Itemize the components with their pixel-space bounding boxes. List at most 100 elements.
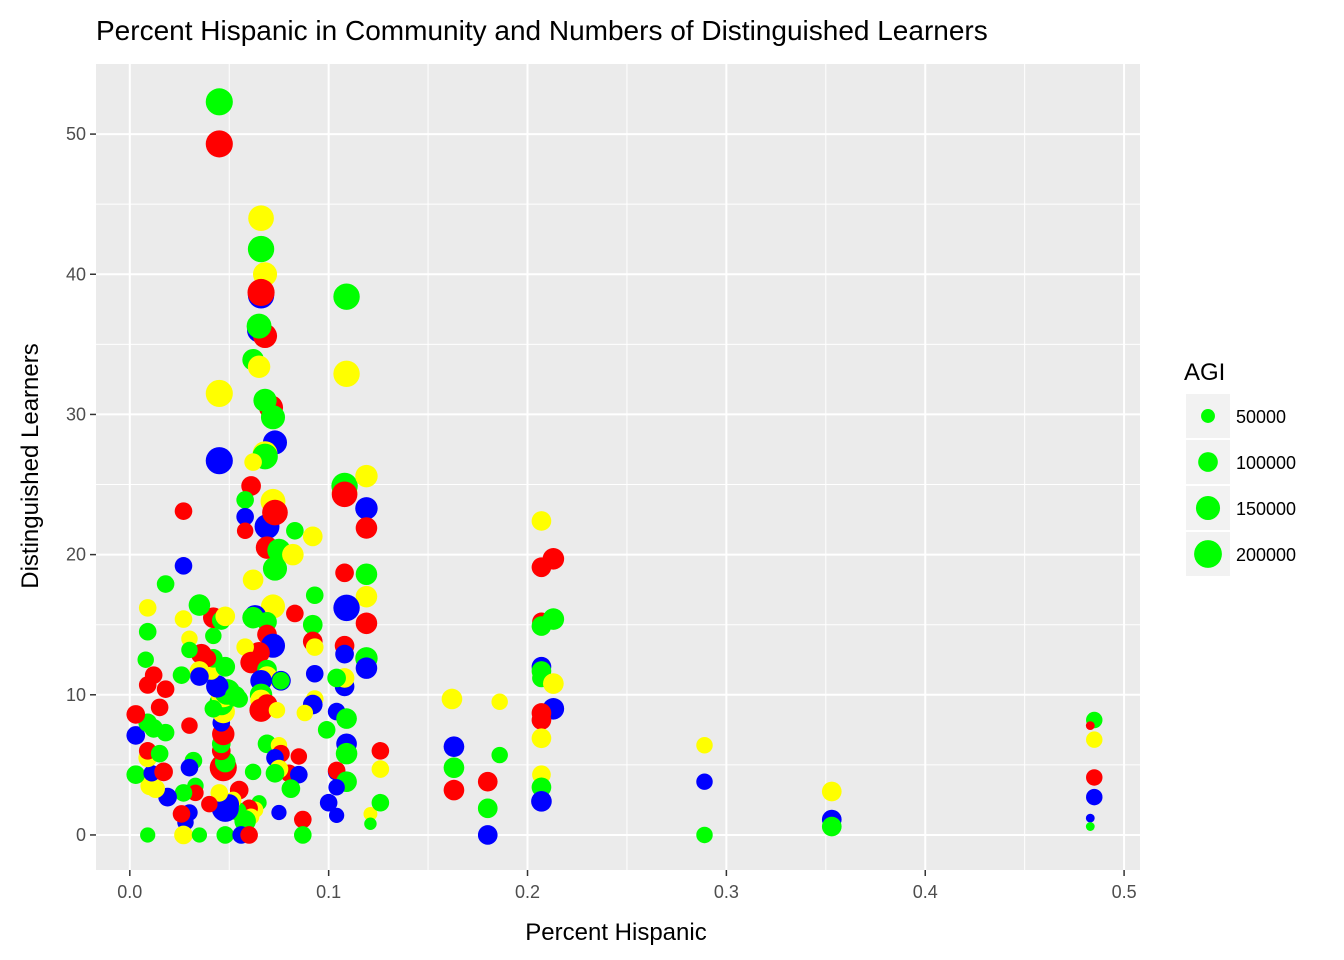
data-point xyxy=(260,405,286,430)
data-point xyxy=(305,664,324,683)
data-point xyxy=(531,777,552,798)
legend-label: 150000 xyxy=(1236,499,1296,519)
legend-title: AGI xyxy=(1184,359,1225,386)
data-point xyxy=(696,737,713,754)
data-point xyxy=(268,701,286,719)
y-tick-label: 10 xyxy=(66,685,86,705)
legend-key-swatch xyxy=(1194,540,1222,568)
data-point xyxy=(355,563,378,586)
y-tick-label: 50 xyxy=(66,124,86,144)
data-point xyxy=(1085,813,1095,823)
data-point xyxy=(244,453,262,471)
data-point xyxy=(286,521,304,540)
data-point xyxy=(696,773,713,790)
data-point xyxy=(363,806,378,821)
data-point xyxy=(1085,822,1095,831)
data-point xyxy=(333,283,360,310)
data-point xyxy=(491,693,508,711)
data-point xyxy=(156,575,175,593)
data-point xyxy=(150,698,169,717)
legend-key-swatch xyxy=(1201,409,1215,423)
data-point xyxy=(302,526,323,547)
data-point xyxy=(331,481,358,508)
x-tick-label: 0.3 xyxy=(714,882,739,902)
data-point xyxy=(240,651,262,674)
data-point xyxy=(172,805,191,823)
data-point xyxy=(305,638,324,656)
data-point xyxy=(328,807,345,823)
data-point xyxy=(1085,721,1095,731)
data-point xyxy=(262,556,288,581)
data-point xyxy=(188,594,211,616)
legend: AGI 50000 100000 150000 200000 xyxy=(1184,359,1296,576)
data-point xyxy=(205,627,222,645)
data-point xyxy=(302,614,323,635)
data-point xyxy=(240,826,258,844)
data-point xyxy=(174,557,193,575)
data-point xyxy=(355,517,378,539)
data-point xyxy=(204,700,223,718)
data-point xyxy=(156,723,175,742)
data-point xyxy=(201,795,218,813)
data-point xyxy=(531,511,552,531)
data-point xyxy=(216,826,235,844)
data-point xyxy=(206,675,229,698)
data-point xyxy=(244,763,262,781)
data-point xyxy=(477,771,498,792)
data-point xyxy=(294,810,312,829)
data-point xyxy=(281,779,301,799)
data-point xyxy=(296,704,314,722)
x-axis: 0.0 0.1 0.2 0.3 0.4 0.5 xyxy=(117,870,1137,902)
data-point xyxy=(181,717,198,734)
data-point xyxy=(156,680,175,698)
data-point xyxy=(205,379,233,407)
data-point xyxy=(174,784,193,802)
data-point xyxy=(327,668,346,688)
data-point xyxy=(335,563,354,583)
data-point xyxy=(336,708,357,729)
data-point xyxy=(126,726,146,745)
data-point xyxy=(174,610,193,628)
data-point xyxy=(335,742,358,765)
x-tick-label: 0.0 xyxy=(117,882,142,902)
data-point xyxy=(696,826,713,844)
data-point xyxy=(174,502,193,520)
data-point xyxy=(286,604,304,623)
x-tick-label: 0.5 xyxy=(1112,882,1137,902)
data-point xyxy=(154,762,173,782)
data-point xyxy=(215,606,236,627)
data-point xyxy=(821,816,842,837)
data-point xyxy=(543,673,564,694)
data-point xyxy=(180,758,199,777)
data-point xyxy=(138,622,157,641)
chart-title: Percent Hispanic in Community and Number… xyxy=(96,15,988,46)
data-point xyxy=(191,827,208,843)
data-point xyxy=(371,742,390,760)
data-point xyxy=(126,765,146,785)
x-axis-title: Percent Hispanic xyxy=(525,919,706,946)
data-point xyxy=(272,671,290,690)
data-point xyxy=(242,569,264,591)
data-point xyxy=(355,612,378,635)
data-point xyxy=(443,779,465,801)
legend-label: 100000 xyxy=(1236,453,1296,473)
data-point xyxy=(205,88,233,116)
data-point xyxy=(126,705,146,724)
legend-label: 50000 xyxy=(1236,407,1286,427)
data-point xyxy=(333,360,360,387)
data-point xyxy=(246,313,272,339)
data-point xyxy=(247,278,275,307)
y-tick-label: 0 xyxy=(76,825,86,845)
data-point xyxy=(335,644,354,664)
data-point xyxy=(236,638,254,656)
y-tick-label: 30 xyxy=(66,404,86,424)
data-point xyxy=(328,779,345,796)
data-point xyxy=(821,781,842,802)
data-point xyxy=(247,235,275,263)
x-tick-label: 0.1 xyxy=(316,882,341,902)
data-point xyxy=(443,736,465,757)
data-point xyxy=(241,476,261,496)
data-point xyxy=(205,447,233,475)
data-point xyxy=(174,825,193,845)
data-point xyxy=(542,608,565,630)
